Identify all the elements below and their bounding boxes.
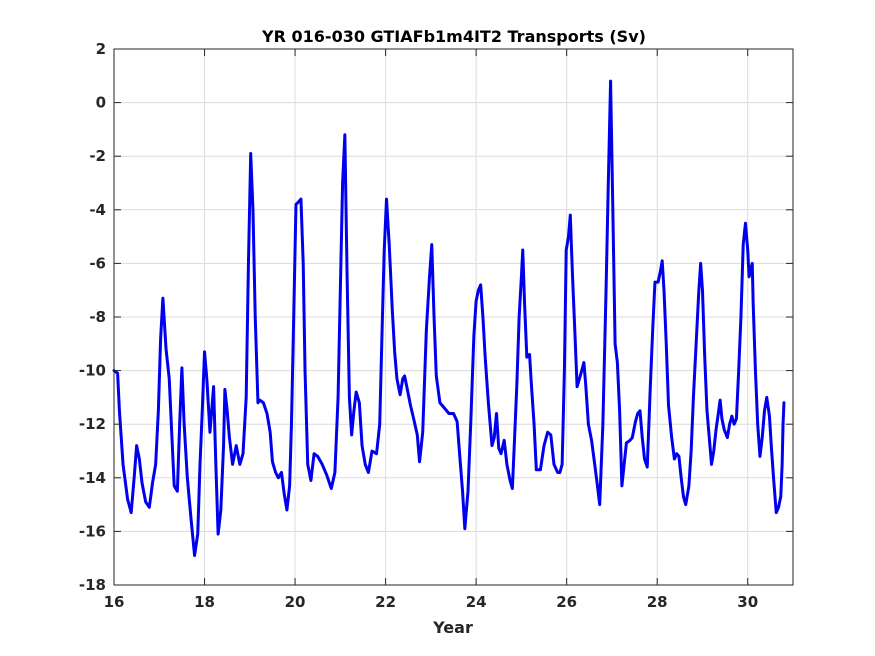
x-tick-label: 20 (285, 593, 306, 611)
x-tick-label: 22 (375, 593, 396, 611)
y-tick-label: -14 (79, 469, 106, 487)
y-tick-label: -4 (89, 201, 106, 219)
x-tick-label: 30 (737, 593, 758, 611)
x-tick-label: 18 (194, 593, 215, 611)
y-tick-label: 0 (96, 94, 106, 112)
grid-lines (113, 48, 793, 586)
x-tick-label: 26 (556, 593, 577, 611)
x-tick-label: 24 (466, 593, 487, 611)
x-axis-ticks: 16 18 20 22 24 26 28 30 (104, 49, 758, 611)
chart-title: YR 016-030 GTIAFb1m4IT2 Transports (Sv) (261, 27, 646, 46)
y-tick-label: -6 (89, 254, 106, 272)
x-axis-label: Year (432, 618, 473, 637)
y-tick-label: 2 (96, 40, 106, 58)
x-tick-label: 28 (647, 593, 668, 611)
y-tick-label: -12 (79, 415, 106, 433)
series-line (112, 79, 786, 558)
y-tick-label: -2 (89, 147, 106, 165)
x-tick-label: 16 (104, 593, 125, 611)
y-tick-label: -10 (79, 362, 106, 380)
y-tick-label: -16 (79, 522, 106, 540)
y-tick-label: -8 (89, 308, 106, 326)
series-group (112, 79, 786, 558)
y-axis-ticks: 2 0 -2 -4 -6 -8 -10 -12 -14 -16 -18 (79, 40, 793, 594)
y-tick-label: -18 (79, 576, 106, 594)
